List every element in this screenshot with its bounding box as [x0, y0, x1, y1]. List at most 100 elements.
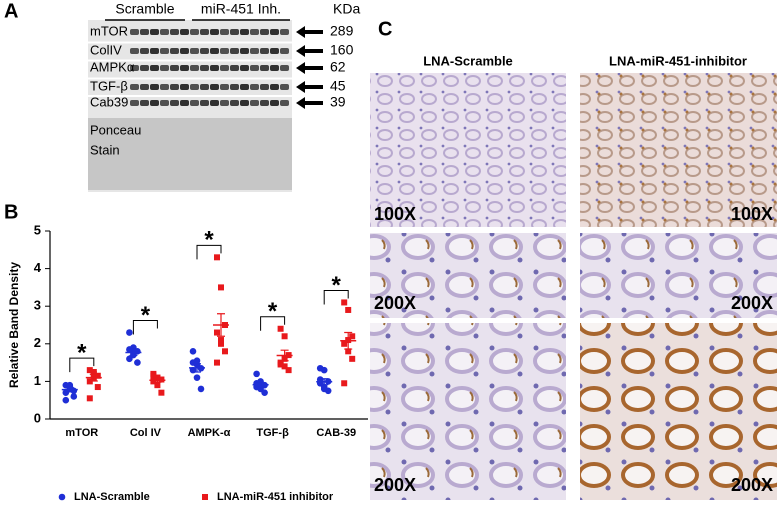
data-point — [281, 333, 288, 340]
band — [180, 65, 189, 71]
band-kda: 45 — [330, 78, 346, 94]
band — [210, 100, 219, 106]
arrow — [296, 97, 323, 109]
legend-marker — [58, 493, 66, 501]
data-point — [158, 376, 165, 383]
ponceau-label: Ponceau — [90, 122, 141, 137]
band — [220, 29, 229, 35]
data-point — [222, 348, 228, 355]
error-bar — [344, 331, 353, 350]
band — [130, 48, 139, 54]
magnification-label: 200X — [374, 293, 416, 313]
data-point — [349, 333, 356, 340]
data-point — [341, 340, 348, 347]
column-header: LNA-Scramble — [423, 53, 513, 68]
significance-bracket — [69, 357, 95, 373]
band — [180, 100, 189, 106]
band — [160, 100, 169, 106]
histology-image — [370, 323, 566, 500]
data-point — [345, 348, 352, 355]
significance-star: * — [141, 302, 151, 329]
histology-image — [580, 73, 777, 227]
data-point — [214, 359, 220, 366]
band — [140, 48, 149, 54]
data-point — [193, 357, 201, 365]
band — [250, 84, 259, 90]
arrow — [296, 81, 323, 93]
y-tick-label: 5 — [34, 222, 41, 237]
data-point — [154, 374, 161, 381]
data-point — [150, 372, 157, 379]
band-kda: 39 — [330, 94, 346, 110]
band — [280, 100, 289, 106]
legend-label: LNA-miR-451 inhibitor — [217, 491, 334, 503]
band — [260, 29, 269, 35]
significance-bracket — [132, 320, 158, 335]
band — [210, 65, 219, 71]
data-point — [86, 367, 93, 374]
data-point — [189, 348, 197, 355]
band — [230, 100, 239, 106]
data-point — [94, 384, 101, 391]
data-point — [341, 299, 348, 306]
error-bar — [256, 382, 265, 388]
band — [200, 48, 209, 54]
x-tick-label: mTOR — [65, 427, 98, 439]
magnification-label: 200X — [731, 475, 773, 495]
error-bar — [217, 313, 225, 337]
band-kda: 160 — [330, 42, 354, 58]
ponceau-label: Stain — [90, 142, 120, 157]
band — [150, 84, 159, 90]
band — [170, 84, 179, 90]
error-bar — [129, 348, 138, 357]
arrow — [296, 26, 323, 38]
histology-image — [370, 73, 566, 227]
significance-bracket — [260, 316, 286, 331]
y-tick-label: 3 — [34, 298, 41, 313]
band — [280, 84, 289, 90]
band — [260, 100, 269, 106]
band — [280, 65, 289, 71]
band — [140, 29, 149, 35]
data-point — [193, 374, 201, 381]
group-label: Scramble — [115, 1, 174, 17]
significance-star: * — [77, 339, 87, 366]
band-label: ColIV — [90, 42, 122, 57]
band — [280, 29, 289, 35]
band — [140, 65, 149, 71]
error-bar — [153, 377, 162, 383]
y-tick-label: 0 — [34, 410, 41, 425]
band — [240, 84, 249, 90]
data-point — [341, 380, 348, 387]
band — [210, 84, 219, 90]
band — [180, 84, 189, 90]
band — [200, 65, 209, 71]
error-bar — [89, 373, 98, 382]
data-point — [218, 340, 224, 347]
band — [230, 84, 239, 90]
magnification-label: 100X — [374, 204, 416, 224]
band — [150, 100, 159, 106]
data-point — [86, 395, 93, 402]
data-point — [253, 370, 260, 378]
data-point — [150, 378, 157, 385]
y-tick-label: 4 — [34, 260, 42, 275]
band — [200, 84, 209, 90]
band — [270, 29, 279, 35]
band — [190, 48, 199, 54]
band — [250, 100, 259, 106]
band — [250, 65, 259, 71]
band — [240, 29, 249, 35]
band — [130, 84, 139, 90]
band-label: TGF-β — [90, 78, 128, 93]
band — [140, 84, 149, 90]
band — [170, 29, 179, 35]
data-point — [197, 385, 205, 393]
data-point — [277, 361, 284, 368]
x-tick-label: Col IV — [130, 427, 162, 439]
band — [220, 65, 229, 71]
band — [260, 48, 269, 54]
data-point — [218, 284, 224, 291]
y-tick-label: 1 — [34, 373, 41, 388]
band — [160, 84, 169, 90]
